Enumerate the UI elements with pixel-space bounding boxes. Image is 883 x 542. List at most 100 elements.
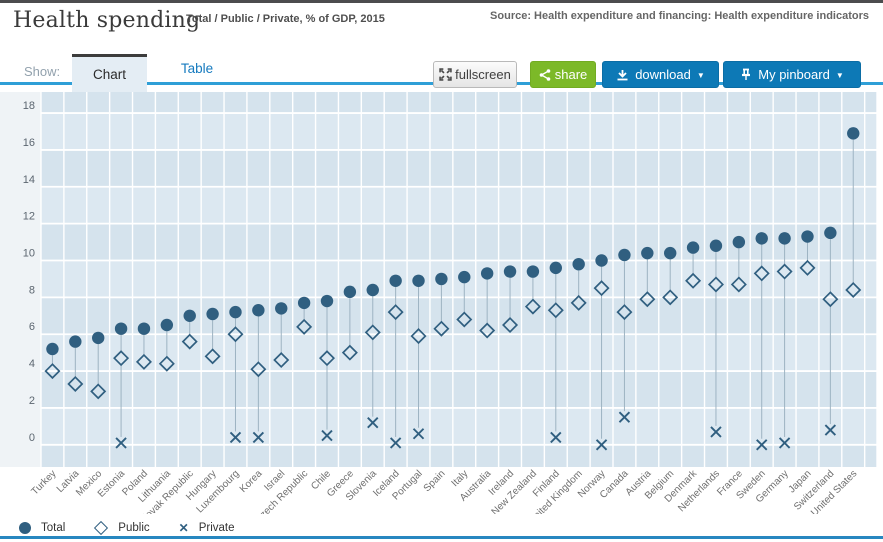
public-diamond-marker[interactable]: [639, 291, 656, 308]
y-tick-label: 10: [23, 248, 35, 260]
total-circle-marker[interactable]: [412, 274, 425, 287]
private-x-marker[interactable]: [756, 439, 768, 451]
private-x-marker[interactable]: [412, 428, 425, 440]
private-x-marker[interactable]: [824, 424, 837, 436]
private-x-marker[interactable]: [252, 431, 265, 444]
private-x-marker[interactable]: [115, 437, 127, 449]
total-circle-marker[interactable]: [183, 309, 196, 322]
total-circle-marker[interactable]: [847, 127, 860, 140]
download-button[interactable]: download ▼: [602, 61, 719, 88]
total-circle-marker[interactable]: [572, 257, 585, 271]
public-diamond-marker[interactable]: [456, 311, 473, 328]
public-diamond-marker[interactable]: [662, 289, 679, 306]
public-diamond-marker[interactable]: [113, 350, 130, 367]
my-pinboard-button[interactable]: My pinboard ▼: [723, 61, 861, 88]
total-circle-marker[interactable]: [252, 304, 265, 317]
total-circle-marker[interactable]: [229, 305, 242, 319]
public-diamond-marker[interactable]: [250, 361, 267, 378]
total-circle-marker[interactable]: [732, 235, 746, 249]
private-x-marker[interactable]: [229, 431, 242, 444]
total-circle-marker[interactable]: [206, 307, 219, 321]
public-diamond-marker[interactable]: [845, 281, 862, 298]
total-circle-marker[interactable]: [618, 248, 631, 262]
total-circle-marker[interactable]: [458, 270, 471, 284]
total-circle-marker[interactable]: [366, 283, 379, 297]
total-circle-marker[interactable]: [664, 246, 677, 260]
source-note: Source: Health expenditure and financing…: [490, 10, 869, 22]
total-circle-marker[interactable]: [320, 294, 334, 308]
tab-table[interactable]: Table: [147, 54, 247, 82]
total-circle-marker[interactable]: [46, 342, 59, 356]
private-x-marker[interactable]: [778, 437, 791, 449]
public-diamond-marker[interactable]: [273, 352, 290, 369]
public-diamond-marker[interactable]: [502, 317, 519, 334]
total-circle-marker[interactable]: [824, 226, 837, 240]
total-circle-marker[interactable]: [435, 272, 448, 286]
legend-item-total[interactable]: Total: [19, 522, 65, 534]
total-circle-marker[interactable]: [343, 285, 357, 299]
private-x-marker[interactable]: [595, 439, 608, 451]
tab-chart-label: Chart: [92, 67, 126, 82]
private-x-marker[interactable]: [367, 417, 379, 429]
legend-item-public[interactable]: Public: [94, 520, 150, 536]
public-diamond-marker[interactable]: [387, 304, 404, 321]
public-diamond-marker[interactable]: [753, 265, 770, 282]
total-circle-marker[interactable]: [114, 322, 128, 335]
tab-chart[interactable]: Chart: [72, 54, 147, 92]
total-circle-marker[interactable]: [297, 296, 311, 310]
total-circle-marker[interactable]: [160, 318, 174, 332]
public-diamond-marker[interactable]: [364, 324, 381, 341]
total-circle-marker[interactable]: [595, 254, 608, 267]
public-diamond-marker[interactable]: [799, 259, 816, 276]
private-x-marker[interactable]: [321, 429, 333, 442]
fullscreen-button[interactable]: fullscreen: [433, 61, 517, 88]
public-diamond-marker[interactable]: [685, 272, 702, 289]
total-circle-marker[interactable]: [503, 265, 517, 278]
private-x-marker[interactable]: [710, 426, 722, 438]
public-diamond-marker[interactable]: [730, 276, 747, 293]
total-circle-marker[interactable]: [801, 230, 814, 243]
public-diamond-marker[interactable]: [570, 294, 587, 311]
share-button[interactable]: share: [530, 61, 596, 88]
public-diamond-marker[interactable]: [776, 263, 793, 280]
public-diamond-marker[interactable]: [318, 350, 336, 367]
public-diamond-marker[interactable]: [410, 328, 427, 345]
total-circle-marker[interactable]: [778, 232, 791, 245]
public-diamond-marker[interactable]: [822, 291, 839, 308]
total-circle-marker[interactable]: [709, 239, 723, 252]
total-circle-marker[interactable]: [92, 331, 105, 345]
total-circle-marker[interactable]: [755, 232, 768, 245]
public-diamond-marker[interactable]: [707, 276, 724, 293]
total-circle-marker[interactable]: [686, 241, 700, 254]
total-circle-marker[interactable]: [526, 265, 540, 278]
total-circle-marker[interactable]: [389, 274, 402, 287]
private-x-marker[interactable]: [389, 437, 402, 449]
public-diamond-marker[interactable]: [341, 344, 358, 361]
public-diamond-marker[interactable]: [593, 280, 610, 297]
public-diamond-marker[interactable]: [67, 375, 84, 392]
public-diamond-marker[interactable]: [616, 304, 633, 321]
public-diamond-marker[interactable]: [433, 320, 450, 337]
total-circle-marker[interactable]: [480, 267, 494, 280]
total-circle-marker[interactable]: [549, 261, 562, 275]
total-circle-marker[interactable]: [69, 335, 82, 348]
public-diamond-marker[interactable]: [547, 302, 564, 319]
public-diamond-marker[interactable]: [158, 355, 175, 372]
public-diamond-marker[interactable]: [181, 333, 198, 350]
legend-item-private[interactable]: ✕ Private: [179, 522, 235, 534]
share-label: share: [554, 67, 588, 82]
public-diamond-marker[interactable]: [135, 353, 152, 370]
total-circle-marker[interactable]: [641, 246, 654, 260]
total-circle-marker[interactable]: [137, 322, 151, 335]
total-circle-marker[interactable]: [275, 302, 288, 315]
public-diamond-marker[interactable]: [44, 363, 61, 380]
private-x-marker[interactable]: [550, 431, 562, 444]
public-diamond-marker[interactable]: [204, 348, 221, 365]
public-diamond-marker[interactable]: [524, 298, 541, 315]
public-diamond-marker[interactable]: [296, 318, 313, 335]
private-x-marker[interactable]: [618, 411, 631, 423]
public-diamond-marker[interactable]: [90, 383, 107, 400]
chart-area: 0 2 4 6 8 10 12 14 16 18 Turkey Latvia Mexico Estonia…: [0, 92, 883, 527]
public-diamond-marker[interactable]: [479, 322, 496, 339]
public-diamond-marker[interactable]: [227, 326, 244, 343]
